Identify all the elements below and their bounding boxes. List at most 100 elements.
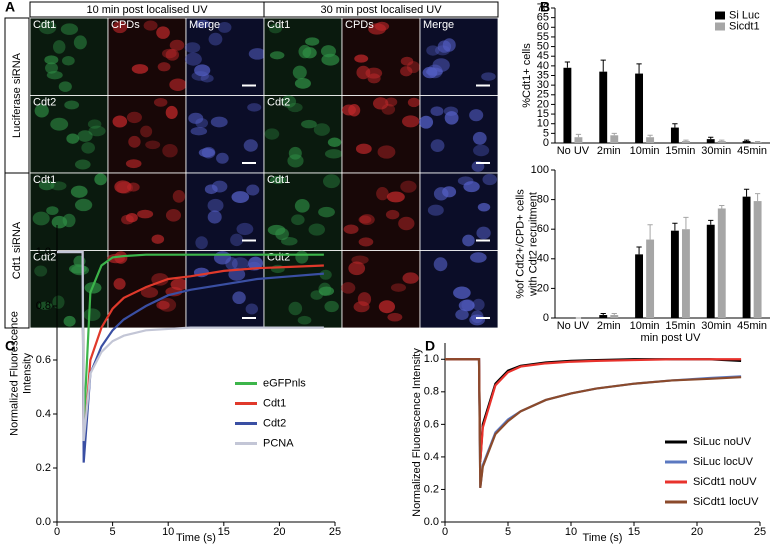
error-bar xyxy=(647,134,653,138)
nucleus xyxy=(385,209,400,220)
bar xyxy=(646,137,655,143)
y-tick-label: 35 xyxy=(537,69,549,81)
nucleus xyxy=(356,65,371,80)
nucleus xyxy=(143,20,158,31)
nucleus xyxy=(378,300,396,314)
nucleus xyxy=(169,78,187,91)
nucleus xyxy=(131,64,149,74)
nucleus xyxy=(71,265,90,276)
nucleus xyxy=(402,115,420,128)
y-tick-label: 0 xyxy=(543,137,549,149)
nucleus xyxy=(267,224,286,236)
nucleus xyxy=(83,308,101,322)
nucleus xyxy=(137,209,154,219)
x-tick-label: 0 xyxy=(442,526,448,538)
nucleus xyxy=(114,251,128,264)
y-tick-label: 20 xyxy=(537,98,549,110)
nucleus xyxy=(62,55,75,66)
nucleus xyxy=(247,103,262,112)
legend-label: Cdt2 xyxy=(263,417,286,429)
x-tick-label: 5 xyxy=(505,526,511,538)
nucleus xyxy=(207,210,222,224)
error-bar xyxy=(636,63,642,74)
nucleus xyxy=(70,185,88,198)
nucleus xyxy=(231,257,249,270)
y-tick-label: 80 xyxy=(537,194,549,206)
nucleus xyxy=(195,118,209,129)
x-axis-label: min post UV xyxy=(641,332,702,344)
nucleus xyxy=(433,187,449,201)
nucleus xyxy=(188,112,204,124)
nucleus xyxy=(151,234,165,244)
nucleus xyxy=(432,58,450,72)
nucleus xyxy=(74,198,93,212)
channel-label: Cdt2 xyxy=(267,251,290,263)
nucleus xyxy=(126,182,140,192)
nucleus xyxy=(358,237,374,247)
error-bar xyxy=(611,132,617,136)
nucleus xyxy=(64,100,80,110)
panel-header: 10 min post localised UV xyxy=(86,4,208,16)
nucleus xyxy=(217,21,232,33)
bar xyxy=(646,239,655,318)
error-bar xyxy=(683,139,689,142)
x-tick-label: 15 xyxy=(218,526,230,538)
nucleus xyxy=(140,125,153,138)
nucleus xyxy=(324,300,339,313)
y-tick-label: 0.4 xyxy=(424,451,439,463)
nucleus xyxy=(430,139,445,153)
nucleus xyxy=(358,215,372,224)
nucleus xyxy=(208,32,223,46)
bar xyxy=(706,139,715,143)
error-bar xyxy=(672,123,678,128)
x-tick-label: 20 xyxy=(691,526,703,538)
row-label-box xyxy=(4,172,30,329)
nucleus xyxy=(140,287,159,298)
nucleus xyxy=(113,278,126,290)
nucleus xyxy=(419,115,434,129)
nucleus xyxy=(341,282,356,294)
nucleus xyxy=(400,180,417,193)
nucleus xyxy=(213,251,232,265)
channel-label: Cdt2 xyxy=(33,96,56,108)
nucleus xyxy=(165,105,178,119)
channel-label: Cdt2 xyxy=(33,251,56,263)
x-tick-label: 45min xyxy=(737,320,767,332)
nucleus xyxy=(94,173,107,186)
nucleus xyxy=(477,202,491,212)
x-tick-label: 5 xyxy=(110,526,116,538)
x-tick-label: 20 xyxy=(273,526,285,538)
y-axis-label: Normalized Fluorescence xyxy=(8,311,20,436)
bar xyxy=(574,137,583,143)
nucleus xyxy=(32,211,50,226)
nucleus xyxy=(248,48,266,60)
row-label-box xyxy=(4,17,30,174)
bar xyxy=(670,127,679,143)
nucleus xyxy=(444,111,459,125)
error-bar xyxy=(672,222,678,231)
nucleus xyxy=(341,104,356,116)
y-tick-label: 10 xyxy=(537,118,549,130)
legend-swatch xyxy=(715,11,725,20)
nucleus xyxy=(73,35,87,50)
nucleus xyxy=(88,125,106,137)
x-tick-label: 30min xyxy=(701,320,731,332)
row-label: Cdt1 siRNA xyxy=(11,221,23,279)
nucleus xyxy=(470,252,487,263)
nucleus xyxy=(482,173,497,186)
legend-label: Sicdt1 xyxy=(729,20,760,32)
micrograph xyxy=(419,95,499,174)
legend-label: SiLuc noUV xyxy=(693,436,752,448)
nucleus xyxy=(194,64,211,77)
nucleus xyxy=(245,303,259,315)
nucleus xyxy=(169,39,185,51)
error-bar xyxy=(743,188,750,197)
nucleus xyxy=(51,215,68,229)
legend-label: Cdt1 xyxy=(263,397,286,409)
nucleus xyxy=(473,144,490,157)
y-tick-label: 1.0 xyxy=(36,246,51,258)
error-bar xyxy=(647,224,653,240)
nucleus xyxy=(60,23,79,35)
nucleus xyxy=(269,175,287,185)
nucleus xyxy=(34,104,49,118)
